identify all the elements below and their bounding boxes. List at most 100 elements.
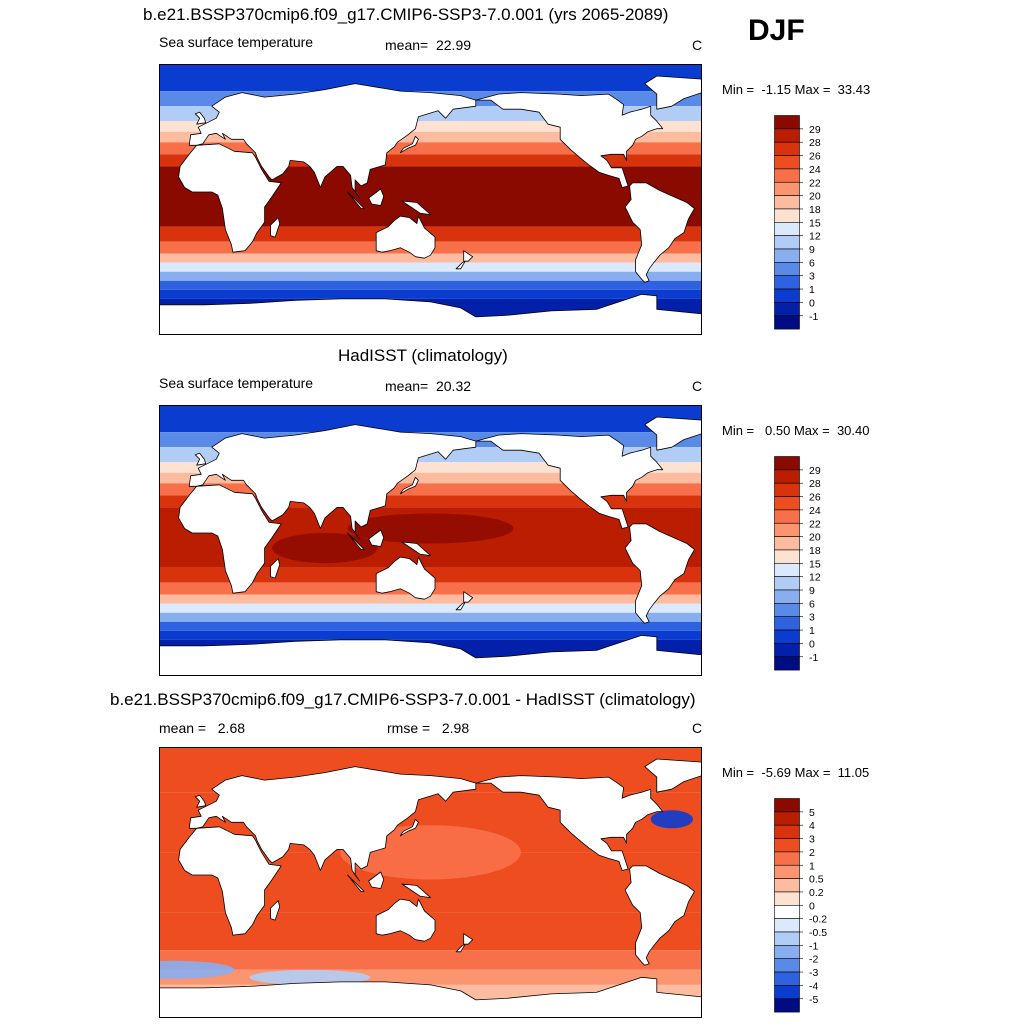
ocean-band xyxy=(159,472,702,484)
landmass xyxy=(194,794,207,808)
colorbar-label: 3 xyxy=(809,612,815,624)
landmass xyxy=(368,188,385,206)
panel2-title: HadISST (climatology) xyxy=(338,346,508,365)
colorbar-label: -1 xyxy=(809,652,818,664)
colorbar-swatch xyxy=(774,643,800,658)
landmass xyxy=(194,452,207,466)
colorbar-label: -2 xyxy=(809,954,818,966)
colorbar-label: 6 xyxy=(809,598,815,610)
ocean-band xyxy=(159,612,702,622)
colorbar-swatch xyxy=(774,629,800,644)
colorbar-label: 18 xyxy=(809,204,821,216)
colorbar-label: 20 xyxy=(809,191,821,203)
landmass xyxy=(455,943,466,953)
landmass xyxy=(188,766,477,882)
colorbar-label: 24 xyxy=(809,505,821,517)
map-frame xyxy=(159,405,702,676)
ocean-band xyxy=(159,131,702,143)
colorbar-label: -5 xyxy=(809,994,818,1006)
landmass xyxy=(270,217,281,238)
landmass xyxy=(401,883,431,899)
panel2-units: C xyxy=(692,378,703,394)
landmass xyxy=(644,75,702,110)
landmass xyxy=(188,83,477,199)
colorbar-label: 24 xyxy=(809,164,821,176)
panel2-mean-label: mean= xyxy=(385,378,429,394)
colorbar-swatch xyxy=(774,235,800,250)
landmass xyxy=(399,818,419,837)
landmass xyxy=(463,591,474,603)
landmass xyxy=(463,933,474,945)
landmass xyxy=(347,874,365,892)
panel1-units: C xyxy=(692,37,703,53)
anomaly-patch xyxy=(249,969,371,985)
colorbar-label: 1 xyxy=(809,860,815,872)
ocean-band xyxy=(159,253,702,263)
anomaly-patch xyxy=(650,810,693,829)
colorbar-swatch xyxy=(774,998,800,1013)
panel3-mean-value: 2.68 xyxy=(217,720,246,736)
panel1-mean-label: mean= xyxy=(385,37,429,53)
landmass xyxy=(644,416,702,451)
colorbar-label: 29 xyxy=(809,124,821,136)
ocean-band xyxy=(159,405,702,433)
colorbar-label: 0 xyxy=(809,297,815,309)
colorbar-swatch xyxy=(774,576,800,591)
colorbar-swatch xyxy=(774,603,800,618)
colorbar-swatch xyxy=(774,522,800,537)
colorbar-label: 26 xyxy=(809,151,821,163)
ocean-band xyxy=(159,280,702,290)
colorbar-label: -4 xyxy=(809,980,818,992)
ocean-band xyxy=(159,289,702,299)
panel2-map xyxy=(159,405,702,676)
panel3-max-label: Max = xyxy=(794,765,831,780)
panel2-max-label: Max = xyxy=(793,423,830,438)
panel3-units: C xyxy=(692,720,703,736)
colorbar-label: 28 xyxy=(809,478,821,490)
colorbar-label: 20 xyxy=(809,532,821,544)
landmass xyxy=(270,558,281,579)
panel1-map xyxy=(159,64,702,335)
panel3-rmse: rmse = 2.98 xyxy=(387,720,469,736)
colorbar-swatch xyxy=(774,905,800,919)
colorbar-label: 22 xyxy=(809,518,821,530)
colorbar-swatch xyxy=(774,798,800,813)
ocean-band xyxy=(159,603,702,613)
panel2-mean-value: 20.32 xyxy=(435,378,472,394)
ocean-band xyxy=(159,271,702,281)
panel1-max-label: Max = xyxy=(794,82,831,97)
colorbar-swatch xyxy=(774,931,800,946)
panel3-max-value: 11.05 xyxy=(837,765,870,780)
colorbar-swatch xyxy=(774,918,800,933)
panel2-max-value: 30.40 xyxy=(836,423,870,438)
landmass xyxy=(375,556,436,600)
colorbar-swatch xyxy=(774,811,800,826)
colorbar-swatch xyxy=(774,141,800,156)
colorbar-swatch xyxy=(774,589,800,604)
panel2-minmax: Min = 0.50 Max = 30.40 xyxy=(722,423,869,438)
ocean-band xyxy=(159,969,702,985)
landmass xyxy=(188,424,477,540)
colorbar-swatch xyxy=(774,864,800,879)
landmass xyxy=(463,250,474,262)
colorbar-swatch xyxy=(774,195,800,210)
colorbar-swatch xyxy=(774,315,800,330)
colorbar-swatch xyxy=(774,656,800,671)
warm-pool-patch xyxy=(347,172,514,203)
colorbar-label: 1 xyxy=(809,284,815,296)
panel1-variable: Sea surface temperature xyxy=(159,34,314,50)
panel3-mean: mean = 2.68 xyxy=(159,720,245,736)
landmass xyxy=(347,532,365,550)
colorbar-label: 5 xyxy=(809,807,815,819)
landmass xyxy=(270,900,281,921)
colorbar-swatch xyxy=(774,945,800,960)
colorbar-label: 18 xyxy=(809,545,821,557)
panel1-min-label: Min = xyxy=(722,82,755,97)
landmass xyxy=(368,871,385,889)
ocean-band xyxy=(159,630,702,640)
landmass xyxy=(401,200,431,216)
warm-pool-patch xyxy=(272,532,378,564)
panel2-min-label: Min = xyxy=(722,423,755,438)
ocean-band xyxy=(159,950,702,970)
colorbar-label: 9 xyxy=(809,585,815,597)
